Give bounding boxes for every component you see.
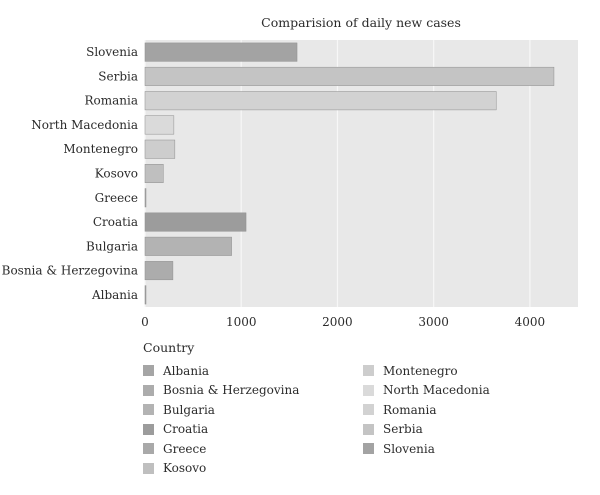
legend-title: Country <box>143 340 195 355</box>
legend-item: Bosnia & Herzegovina <box>143 381 363 401</box>
legend-swatch <box>363 365 374 377</box>
category-label: Greece <box>95 191 138 205</box>
category-label: Romania <box>84 94 138 108</box>
bar <box>144 91 497 111</box>
legend-swatch <box>143 462 154 474</box>
bar <box>144 236 232 256</box>
legend-item: Bulgaria <box>143 400 363 420</box>
category-label: North Macedonia <box>31 118 138 132</box>
legend-items: Albania Bosnia & Herzegovina Bulgaria Croat… <box>143 361 583 478</box>
bar <box>144 285 147 305</box>
x-tick-label: 1000 <box>226 315 257 329</box>
legend-swatch <box>363 384 374 396</box>
legend-item: Romania <box>363 400 583 420</box>
category-label: Montenegro <box>63 142 138 156</box>
legend-label: Romania <box>383 402 437 417</box>
legend-swatch <box>363 443 374 455</box>
category-label: Kosovo <box>95 167 138 181</box>
bar <box>144 164 164 183</box>
legend-swatch <box>143 404 154 416</box>
legend-label: Montenegro <box>383 363 458 378</box>
legend-label: Slovenia <box>383 441 435 456</box>
legend-swatch <box>143 423 154 435</box>
legend-label: Albania <box>163 363 210 378</box>
legend-label: Serbia <box>383 422 423 437</box>
x-tick-label: 4000 <box>515 315 546 329</box>
legend-label: Greece <box>163 441 207 456</box>
category-labels: Slovenia Serbia Romania North Macedonia Mont… <box>2 45 138 302</box>
x-axis-ticks: 0 1000 2000 3000 4000 <box>141 315 545 329</box>
legend-item: Kosovo <box>143 459 363 479</box>
legend-label: North Macedonia <box>383 383 490 398</box>
bar <box>144 42 298 62</box>
legend: Country Albania Bosnia & Herzegovina Bulga… <box>143 340 583 478</box>
category-label: Bulgaria <box>86 239 138 253</box>
legend-swatch <box>363 423 374 435</box>
category-label: Bosnia & Herzegovina <box>2 264 138 278</box>
legend-swatch <box>363 404 374 416</box>
x-tick-label: 2000 <box>322 315 353 329</box>
legend-swatch <box>143 443 154 455</box>
x-tick-label: 3000 <box>418 315 449 329</box>
legend-swatch <box>143 384 154 396</box>
bars <box>144 42 555 305</box>
legend-item: Albania <box>143 361 363 381</box>
bar <box>144 115 175 135</box>
chart-title: Comparision of daily new cases <box>261 15 461 30</box>
category-label: Albania <box>91 288 138 302</box>
bar-chart: Comparision of daily new cases SloveniaS… <box>2 15 578 329</box>
x-tick-label: 0 <box>141 315 149 329</box>
legend-item: Slovenia <box>363 439 583 459</box>
legend-item: Montenegro <box>363 361 583 381</box>
legend-label: Bosnia & Herzegovina <box>163 383 300 398</box>
bar <box>144 212 247 232</box>
category-label: Slovenia <box>86 45 138 59</box>
bar <box>144 66 555 86</box>
category-label: Serbia <box>98 69 138 83</box>
legend-label: Bulgaria <box>163 402 215 417</box>
category-label: Croatia <box>93 215 138 229</box>
legend-swatch <box>143 365 154 377</box>
bar <box>144 261 174 281</box>
legend-item: Croatia <box>143 420 363 440</box>
bar <box>144 139 176 159</box>
legend-item: North Macedonia <box>363 381 583 401</box>
legend-item: Greece <box>143 439 363 459</box>
legend-label: Kosovo <box>163 461 207 476</box>
legend-item: Serbia <box>363 420 583 440</box>
legend-label: Croatia <box>163 422 209 437</box>
bar <box>144 188 147 208</box>
